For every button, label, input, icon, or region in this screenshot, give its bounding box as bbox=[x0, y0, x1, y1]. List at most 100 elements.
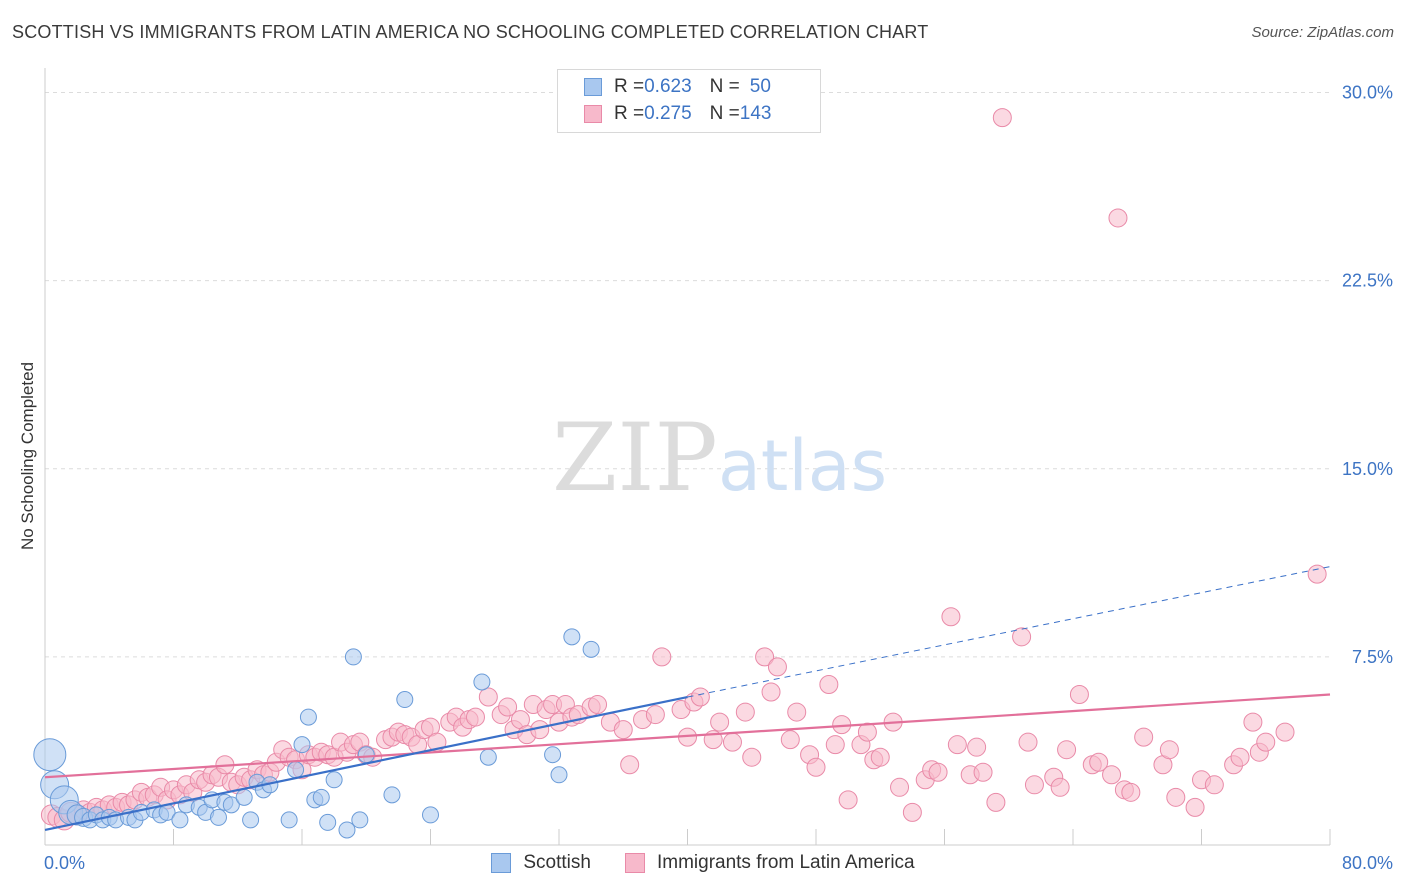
latin-america-point bbox=[1166, 787, 1186, 807]
trend-lines bbox=[44, 566, 1331, 832]
legend-swatch-scottish bbox=[584, 78, 602, 96]
y-tick-label: 15.0% bbox=[1342, 459, 1393, 479]
scottish-point bbox=[287, 761, 305, 779]
latin-america-point bbox=[1307, 564, 1327, 584]
latin-america-point bbox=[992, 108, 1012, 128]
scottish-point bbox=[280, 811, 298, 829]
latin-america-point bbox=[947, 735, 967, 755]
latin-america-trend-line bbox=[44, 693, 1331, 779]
scottish-point bbox=[473, 673, 491, 691]
latin-america-point bbox=[742, 747, 762, 767]
scottish-point bbox=[33, 738, 67, 772]
chart-title: SCOTTISH VS IMMIGRANTS FROM LATIN AMERIC… bbox=[12, 22, 929, 42]
latin-america-point bbox=[1069, 685, 1089, 705]
latin-america-point bbox=[825, 735, 845, 755]
latin-america-point bbox=[1256, 732, 1276, 752]
scottish-point bbox=[422, 806, 439, 824]
latin-america-point bbox=[690, 687, 710, 707]
gridlines bbox=[45, 92, 1330, 658]
latin-america-point bbox=[735, 702, 755, 722]
latin-america-point bbox=[941, 607, 961, 627]
latin-america-point bbox=[838, 790, 858, 810]
latin-america-point bbox=[652, 647, 672, 667]
scottish-point bbox=[319, 813, 337, 831]
series-legend: Scottish Immigrants from Latin America bbox=[0, 852, 1406, 874]
watermark-atlas: atlas bbox=[718, 425, 887, 507]
scottish-point bbox=[171, 811, 189, 829]
latin-america-point bbox=[620, 755, 640, 775]
latin-america-point bbox=[780, 730, 800, 750]
x-tick-label: 80.0% bbox=[1342, 853, 1393, 873]
latin-america-point bbox=[1204, 775, 1224, 795]
scottish-point bbox=[383, 786, 401, 804]
y-tick-label: 30.0% bbox=[1342, 83, 1393, 103]
latin-america-point bbox=[588, 695, 608, 715]
scottish-point bbox=[222, 796, 240, 814]
legend-r-label: R = bbox=[614, 103, 645, 124]
latin-america-point bbox=[465, 707, 485, 727]
scottish-trend-line bbox=[44, 695, 688, 832]
scottish-point bbox=[312, 788, 330, 806]
latin-america-point bbox=[1185, 797, 1205, 817]
scottish-point bbox=[479, 748, 497, 766]
scottish-point bbox=[338, 821, 356, 839]
scottish-point bbox=[344, 648, 362, 666]
legend-item-latin-america[interactable]: Immigrants from Latin America bbox=[624, 852, 915, 874]
latin-america-point bbox=[645, 705, 665, 725]
latin-america-point bbox=[806, 757, 826, 777]
latin-america-point bbox=[1243, 712, 1263, 732]
scottish-trend-extension bbox=[687, 566, 1331, 698]
tick-labels: 7.5% 15.0% 22.5% 30.0% 0.0% 80.0% bbox=[44, 83, 1393, 873]
axes bbox=[44, 68, 1331, 846]
latin-america-point bbox=[1230, 747, 1250, 767]
scottish-points bbox=[33, 628, 600, 839]
latin-america-point bbox=[613, 720, 633, 740]
latin-america-point bbox=[755, 647, 775, 667]
legend-r-value: 0.623 bbox=[644, 76, 692, 97]
latin-america-point bbox=[973, 762, 993, 782]
latin-america-point bbox=[902, 802, 922, 822]
legend-label-scottish: Scottish bbox=[523, 852, 591, 873]
legend-item-scottish[interactable]: Scottish bbox=[491, 852, 591, 874]
legend-n-value: 143 bbox=[739, 103, 772, 124]
legend-row-latin-america: R = 0.275 N = 143 bbox=[558, 101, 771, 127]
latin-america-point bbox=[710, 712, 730, 732]
latin-america-point bbox=[986, 792, 1006, 812]
latin-america-point bbox=[1057, 740, 1077, 760]
scottish-point bbox=[563, 628, 581, 646]
latin-america-point bbox=[478, 687, 498, 707]
scottish-point bbox=[396, 691, 414, 709]
latin-america-point bbox=[1134, 727, 1154, 747]
latin-america-point bbox=[1024, 775, 1044, 795]
latin-america-point bbox=[1012, 627, 1032, 647]
latin-america-point bbox=[819, 674, 839, 694]
x-tick-label: 0.0% bbox=[44, 853, 85, 873]
latin-america-point bbox=[967, 737, 987, 757]
latin-america-point bbox=[767, 657, 787, 677]
legend-swatch-latin-america bbox=[624, 853, 645, 873]
scottish-point bbox=[325, 771, 343, 789]
scottish-point bbox=[582, 640, 600, 658]
legend-n-value: 50 bbox=[749, 76, 771, 97]
latin-america-point bbox=[1089, 752, 1109, 772]
legend-swatch-scottish bbox=[491, 853, 512, 873]
y-tick-label: 7.5% bbox=[1352, 647, 1393, 667]
scottish-point bbox=[544, 746, 562, 764]
latin-america-point bbox=[857, 722, 877, 742]
scottish-point bbox=[351, 811, 369, 829]
scottish-point bbox=[235, 788, 253, 806]
latin-america-point bbox=[870, 747, 890, 767]
scottish-point bbox=[550, 766, 568, 784]
scottish-point bbox=[299, 708, 317, 726]
latin-america-point bbox=[1108, 208, 1128, 228]
legend-r-label: R = bbox=[614, 76, 645, 97]
scottish-point bbox=[209, 808, 227, 826]
legend-n-label: N = bbox=[709, 103, 740, 124]
latin-america-point bbox=[1121, 782, 1141, 802]
latin-america-point bbox=[498, 697, 518, 717]
source-label: Source: ZipAtlas.com bbox=[1251, 24, 1394, 41]
scottish-point bbox=[242, 811, 260, 829]
legend-n-label: N = bbox=[709, 76, 740, 97]
watermark-zip: ZIP bbox=[552, 404, 718, 513]
